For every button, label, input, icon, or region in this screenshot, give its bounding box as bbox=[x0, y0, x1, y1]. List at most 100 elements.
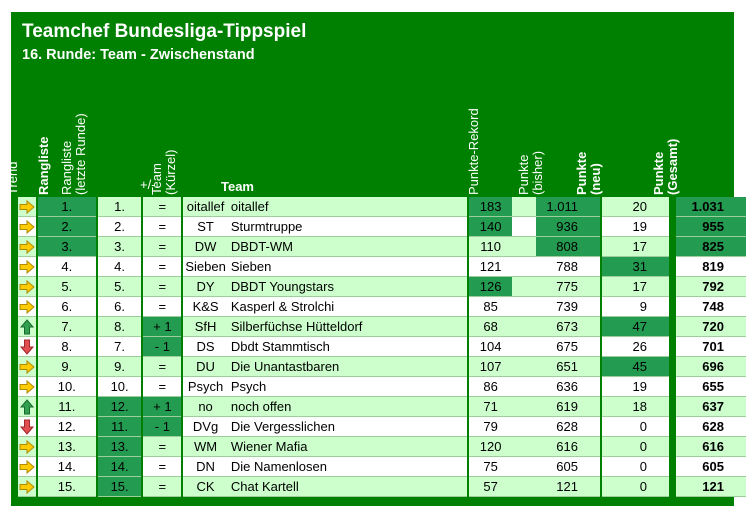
column-gap bbox=[599, 276, 602, 297]
column-gap bbox=[141, 336, 144, 357]
column-gap bbox=[668, 276, 677, 297]
new-points-cell: 45 bbox=[601, 356, 669, 377]
record-cell: 85 bbox=[469, 296, 513, 317]
column-gap bbox=[467, 416, 470, 437]
column-gap bbox=[668, 376, 677, 397]
column-gap bbox=[95, 256, 98, 277]
column-gap bbox=[467, 376, 470, 397]
change-cell: = bbox=[143, 456, 182, 477]
column-gap bbox=[668, 256, 677, 277]
team-name-cell: Die Unantastbaren bbox=[227, 356, 468, 377]
column-gap bbox=[95, 416, 98, 437]
prev-points-cell: 121 bbox=[535, 476, 600, 497]
column-gap bbox=[181, 316, 184, 337]
new-points-cell: 17 bbox=[601, 276, 669, 297]
table-row: 14. 14. = DN Die Namenlosen 75 605 0 605 bbox=[18, 456, 746, 477]
prev-points-cell: 808 bbox=[535, 236, 600, 257]
right-arrow-icon bbox=[18, 356, 36, 377]
change-cell: = bbox=[143, 197, 182, 217]
change-cell: - 1 bbox=[143, 416, 182, 437]
column-gap bbox=[467, 476, 470, 497]
rank-cell: 9. bbox=[37, 356, 96, 377]
column-gap bbox=[467, 436, 470, 457]
last-rank-cell: 4. bbox=[97, 256, 142, 277]
prev-points-cell: 788 bbox=[535, 256, 600, 277]
rank-cell: 15. bbox=[37, 476, 96, 497]
new-points-cell: 18 bbox=[601, 396, 669, 417]
rank-cell: 1. bbox=[37, 197, 96, 217]
page-subtitle: 16. Runde: Team - Zwischenstand bbox=[22, 47, 255, 63]
right-arrow-icon bbox=[18, 216, 36, 237]
change-cell: = bbox=[143, 376, 182, 397]
last-rank-cell: 10. bbox=[97, 376, 142, 397]
column-gap bbox=[35, 356, 38, 377]
new-points-cell: 0 bbox=[601, 456, 669, 477]
column-gap bbox=[95, 276, 98, 297]
last-rank-cell: 3. bbox=[97, 236, 142, 257]
team-name-cell: Sturmtruppe bbox=[227, 216, 468, 237]
down-arrow-icon bbox=[18, 416, 36, 437]
column-gap bbox=[141, 296, 144, 317]
column-gap bbox=[467, 356, 470, 377]
column-gap bbox=[599, 456, 602, 477]
table-row: 2. 2. = ST Sturmtruppe 140 936 19 955 bbox=[18, 216, 746, 237]
column-gap bbox=[141, 197, 144, 217]
column-gap bbox=[668, 456, 677, 477]
new-points-cell: 0 bbox=[601, 436, 669, 457]
column-gap bbox=[668, 416, 677, 437]
rank-cell: 14. bbox=[37, 456, 96, 477]
column-gap bbox=[467, 396, 470, 417]
total-points-cell: 696 bbox=[676, 356, 746, 377]
team-name-cell: Dbdt Stammtisch bbox=[227, 336, 468, 357]
column-gap bbox=[141, 436, 144, 457]
change-cell: = bbox=[143, 296, 182, 317]
team-short-cell: DU bbox=[183, 356, 228, 377]
last-rank-cell: 5. bbox=[97, 276, 142, 297]
column-gap bbox=[181, 436, 184, 457]
right-arrow-icon bbox=[18, 436, 36, 457]
record-cell: 79 bbox=[469, 416, 513, 437]
record-cell: 71 bbox=[469, 396, 513, 417]
spacer-cell bbox=[512, 476, 536, 497]
column-gap bbox=[599, 416, 602, 437]
table-row: 11. 12. + 1 no noch offen 71 619 18 637 bbox=[18, 396, 746, 417]
column-gap bbox=[181, 216, 184, 237]
column-gap bbox=[141, 416, 144, 437]
rank-cell: 8. bbox=[37, 336, 96, 357]
last-rank-cell: 14. bbox=[97, 456, 142, 477]
team-name-cell: Kasperl & Strolchi bbox=[227, 296, 468, 317]
spacer-cell bbox=[512, 236, 536, 257]
prev-points-cell: 628 bbox=[535, 416, 600, 437]
spacer-cell bbox=[512, 316, 536, 337]
spacer-cell bbox=[512, 276, 536, 297]
team-name-cell: Psych bbox=[227, 376, 468, 397]
spacer-cell bbox=[512, 216, 536, 237]
rank-cell: 13. bbox=[37, 436, 96, 457]
column-gap bbox=[141, 256, 144, 277]
column-gap bbox=[95, 197, 98, 217]
record-cell: 104 bbox=[469, 336, 513, 357]
rank-cell: 11. bbox=[37, 396, 96, 417]
column-gap bbox=[599, 256, 602, 277]
record-cell: 68 bbox=[469, 316, 513, 337]
record-cell: 126 bbox=[469, 276, 513, 297]
team-short-cell: WM bbox=[183, 436, 228, 457]
spacer-cell bbox=[512, 436, 536, 457]
record-cell: 107 bbox=[469, 356, 513, 377]
change-cell: - 1 bbox=[143, 336, 182, 357]
total-points-cell: 825 bbox=[676, 236, 746, 257]
prev-points-cell: 619 bbox=[535, 396, 600, 417]
spacer-cell bbox=[512, 336, 536, 357]
total-points-cell: 121 bbox=[676, 476, 746, 497]
column-gap bbox=[181, 456, 184, 477]
column-gap bbox=[35, 456, 38, 477]
new-points-cell: 0 bbox=[601, 476, 669, 497]
column-gap bbox=[35, 476, 38, 497]
column-gap bbox=[599, 476, 602, 497]
up-arrow-icon bbox=[18, 316, 36, 337]
table-row: 7. 8. + 1 SfH Silberfüchse Hütteldorf 68 673 47… bbox=[18, 316, 746, 337]
column-gap bbox=[35, 336, 38, 357]
column-gap bbox=[35, 436, 38, 457]
page-title: Teamchef Bundesliga-Tippspiel bbox=[22, 21, 307, 42]
column-gap bbox=[467, 336, 470, 357]
